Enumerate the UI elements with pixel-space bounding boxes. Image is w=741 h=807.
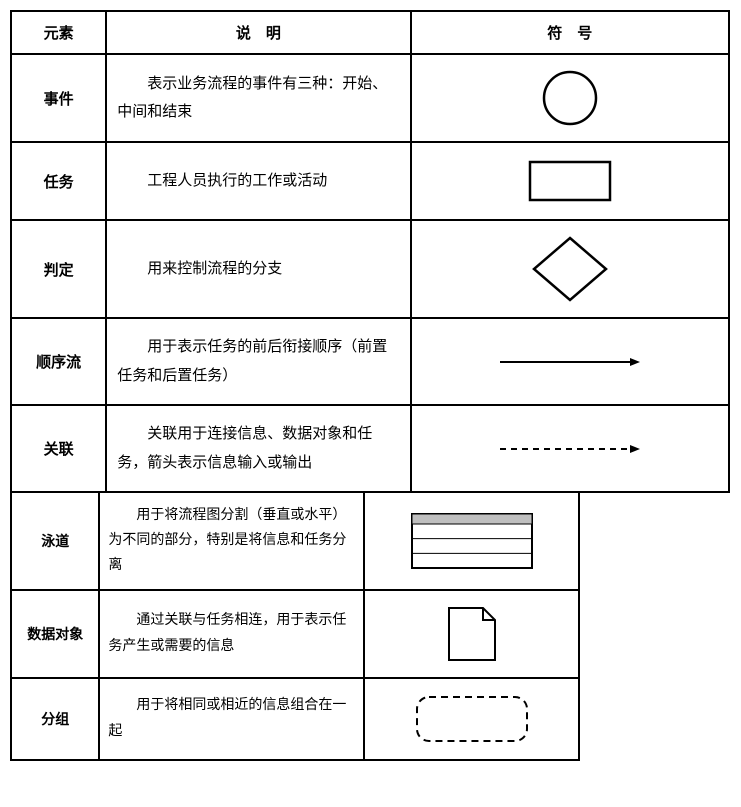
element-symbol bbox=[411, 405, 729, 492]
element-symbol bbox=[364, 590, 579, 678]
table-row: 任务工程人员执行的工作或活动 bbox=[11, 142, 729, 220]
element-description: 用于将相同或相近的信息组合在一起 bbox=[99, 678, 364, 760]
element-name: 顺序流 bbox=[11, 318, 106, 405]
element-symbol bbox=[411, 142, 729, 220]
element-name: 泳道 bbox=[11, 492, 99, 590]
element-description: 用来控制流程的分支 bbox=[106, 220, 410, 318]
circle-icon bbox=[422, 63, 718, 133]
header-row: 元素 说 明 符 号 bbox=[11, 11, 729, 54]
table-row: 事件表示业务流程的事件有三种：开始、中间和结束 bbox=[11, 54, 729, 142]
element-symbol bbox=[364, 678, 579, 760]
element-description: 用于表示任务的前后衔接顺序（前置任务和后置任务） bbox=[106, 318, 410, 405]
element-description: 关联用于连接信息、数据对象和任务，箭头表示信息输入或输出 bbox=[106, 405, 410, 492]
element-name: 判定 bbox=[11, 220, 106, 318]
document-icon bbox=[375, 599, 568, 669]
element-description: 工程人员执行的工作或活动 bbox=[106, 142, 410, 220]
element-description: 用于将流程图分割（垂直或水平）为不同的部分，特别是将信息和任务分离 bbox=[99, 492, 364, 590]
element-name: 分组 bbox=[11, 678, 99, 760]
table-row: 判定用来控制流程的分支 bbox=[11, 220, 729, 318]
arrow-solid-icon bbox=[422, 347, 718, 377]
table-row: 关联关联用于连接信息、数据对象和任务，箭头表示信息输入或输出 bbox=[11, 405, 729, 492]
element-name: 任务 bbox=[11, 142, 106, 220]
table-row: 分组用于将相同或相近的信息组合在一起 bbox=[11, 678, 579, 760]
swimlane-icon bbox=[375, 506, 568, 576]
element-description: 通过关联与任务相连，用于表示任务产生或需要的信息 bbox=[99, 590, 364, 678]
diamond-icon bbox=[422, 229, 718, 309]
element-name: 数据对象 bbox=[11, 590, 99, 678]
element-description: 表示业务流程的事件有三种：开始、中间和结束 bbox=[106, 54, 410, 142]
notation-table-main: 元素 说 明 符 号 事件表示业务流程的事件有三种：开始、中间和结束任务工程人员… bbox=[10, 10, 730, 493]
element-symbol bbox=[364, 492, 579, 590]
notation-table-extra: 泳道用于将流程图分割（垂直或水平）为不同的部分，特别是将信息和任务分离数据对象通… bbox=[10, 491, 580, 761]
element-name: 事件 bbox=[11, 54, 106, 142]
header-symbol: 符 号 bbox=[411, 11, 729, 54]
element-symbol bbox=[411, 220, 729, 318]
element-name: 关联 bbox=[11, 405, 106, 492]
rect-icon bbox=[422, 151, 718, 211]
element-symbol bbox=[411, 318, 729, 405]
arrow-dashed-icon bbox=[422, 434, 718, 464]
group-dashed-icon bbox=[375, 687, 568, 751]
table-row: 泳道用于将流程图分割（垂直或水平）为不同的部分，特别是将信息和任务分离 bbox=[11, 492, 579, 590]
table-row: 顺序流用于表示任务的前后衔接顺序（前置任务和后置任务） bbox=[11, 318, 729, 405]
header-element: 元素 bbox=[11, 11, 106, 54]
header-description: 说 明 bbox=[106, 11, 410, 54]
table-row: 数据对象通过关联与任务相连，用于表示任务产生或需要的信息 bbox=[11, 590, 579, 678]
element-symbol bbox=[411, 54, 729, 142]
